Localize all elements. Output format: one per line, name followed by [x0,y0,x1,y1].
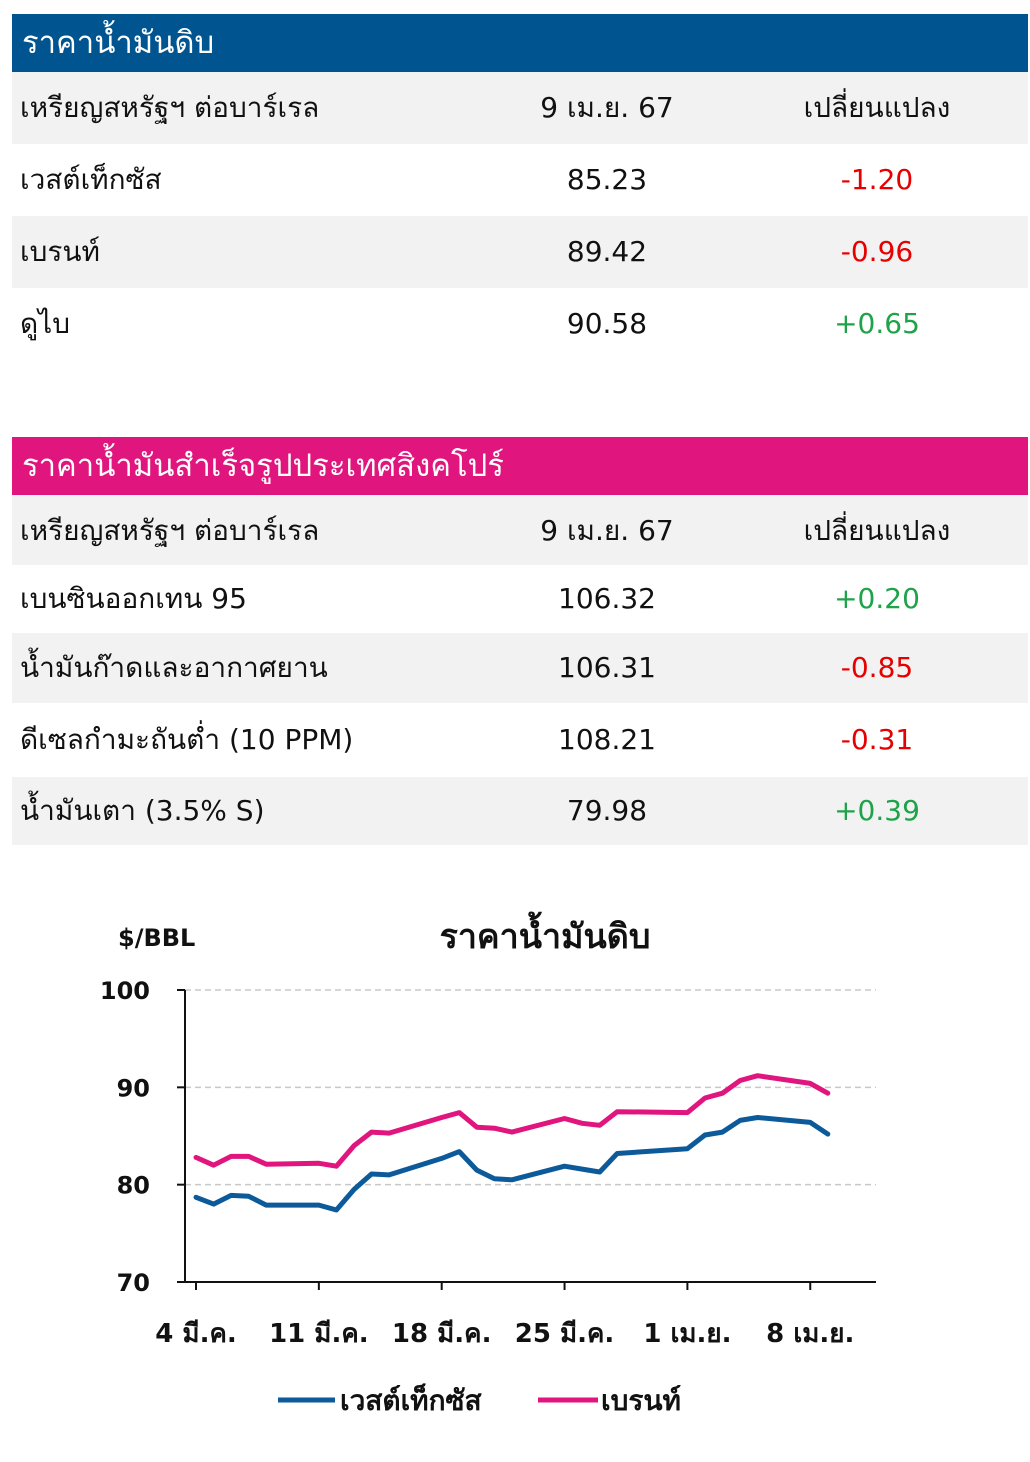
table-row: น้ำมันเตา (3.5% S) 79.98 +0.39 [12,777,1028,845]
chart-series [193,1073,831,1213]
row-price: 85.23 [566,163,648,196]
row-change: +0.39 [834,794,920,827]
y-axis-label: $/BBL [118,924,195,952]
row-change: -0.31 [840,723,914,756]
chart-gridlines [185,989,876,1186]
table-row: ดูไบ 90.58 +0.65 [12,288,1028,360]
row-price: 106.32 [558,582,656,615]
row-price: 108.21 [558,723,656,756]
y-tick-label: 90 [117,1074,150,1102]
x-tick-label: 8 เม.ย. [766,1319,854,1349]
table-row: น้ำมันก๊าดและอากาศยาน 106.31 -0.85 [12,633,1028,703]
row-name: น้ำมันเตา (3.5% S) [20,794,265,827]
brent-series-line [193,1073,831,1169]
chart-axes: 70 80 90 100 4 มี.ค. 11 มี.ค. 18 มี.ค. 25 มี.ค.… [100,977,876,1349]
col-unit-header: เหรียญสหรัฐฯ ต่อบาร์เรล [20,514,320,547]
row-change: -0.85 [840,651,914,684]
y-tick-label: 80 [117,1172,150,1200]
col-date-header: 9 เม.ย. 67 [540,514,674,547]
legend-brent-label: เบรนท์ [601,1384,681,1417]
row-name: เบรนท์ [20,235,100,268]
col-unit-header: เหรียญสหรัฐฯ ต่อบาร์เรล [20,91,320,124]
y-tick-label: 70 [117,1269,150,1297]
col-date-header: 9 เม.ย. 67 [540,91,674,124]
row-change: -0.96 [840,235,914,268]
row-change: +0.65 [834,307,920,340]
row-change: -1.20 [840,163,914,196]
crude-price-chart: 70 80 90 100 4 มี.ค. 11 มี.ค. 18 มี.ค. 25 มี.ค.… [100,911,876,1417]
row-price: 79.98 [566,794,648,827]
row-name: น้ำมันก๊าดและอากาศยาน [20,651,328,684]
x-tick-label: 25 มี.ค. [515,1319,615,1349]
row-price: 106.31 [558,651,656,684]
x-tick-label: 18 มี.ค. [392,1319,492,1349]
x-tick-label: 1 เม.ย. [643,1319,731,1349]
crude-oil-table: ราคาน้ำมันดิบ เหรียญสหรัฐฯ ต่อบาร์เรล 9 … [12,14,1028,360]
col-change-header: เปลี่ยนแปลง [803,514,951,547]
table-row: เบรนท์ 89.42 -0.96 [12,216,1028,288]
row-name: ดีเซลกำมะถันต่ำ (10 PPM) [20,723,354,756]
y-tick-label: 100 [100,977,150,1005]
row-name: เบนซินออกเทน 95 [20,582,247,615]
chart-legend: เวสต์เท็กซัส เบรนท์ [278,1383,681,1417]
row-price: 90.58 [566,307,648,340]
singapore-header-row: เหรียญสหรัฐฯ ต่อบาร์เรล 9 เม.ย. 67 เปลี่… [12,495,1028,565]
table-row: ดีเซลกำมะถันต่ำ (10 PPM) 108.21 -0.31 [12,703,1028,777]
col-change-header: เปลี่ยนแปลง [803,91,951,124]
singapore-products-table: ราคาน้ำมันสำเร็จรูปประเทศสิงคโปร์ เหรียญ… [12,437,1028,845]
x-tick-label: 4 มี.ค. [155,1319,236,1349]
legend-wti-label: เวสต์เท็กซัส [340,1383,483,1417]
table-row: เวสต์เท็กซัส 85.23 -1.20 [12,144,1028,216]
crude-oil-title: ราคาน้ำมันดิบ [12,14,1028,72]
x-tick-label: 11 มี.ค. [269,1319,369,1349]
row-name: ดูไบ [20,307,71,340]
singapore-products-title: ราคาน้ำมันสำเร็จรูปประเทศสิงคโปร์ [12,437,1028,495]
row-name: เวสต์เท็กซัส [20,163,162,196]
chart-title: ราคาน้ำมันดิบ [440,911,651,957]
wti-series-line [193,1115,831,1213]
row-price: 89.42 [566,235,648,268]
crude-oil-header-row: เหรียญสหรัฐฯ ต่อบาร์เรล 9 เม.ย. 67 เปลี่… [12,72,1028,144]
table-row: เบนซินออกเทน 95 106.32 +0.20 [12,565,1028,633]
row-change: +0.20 [834,582,920,615]
